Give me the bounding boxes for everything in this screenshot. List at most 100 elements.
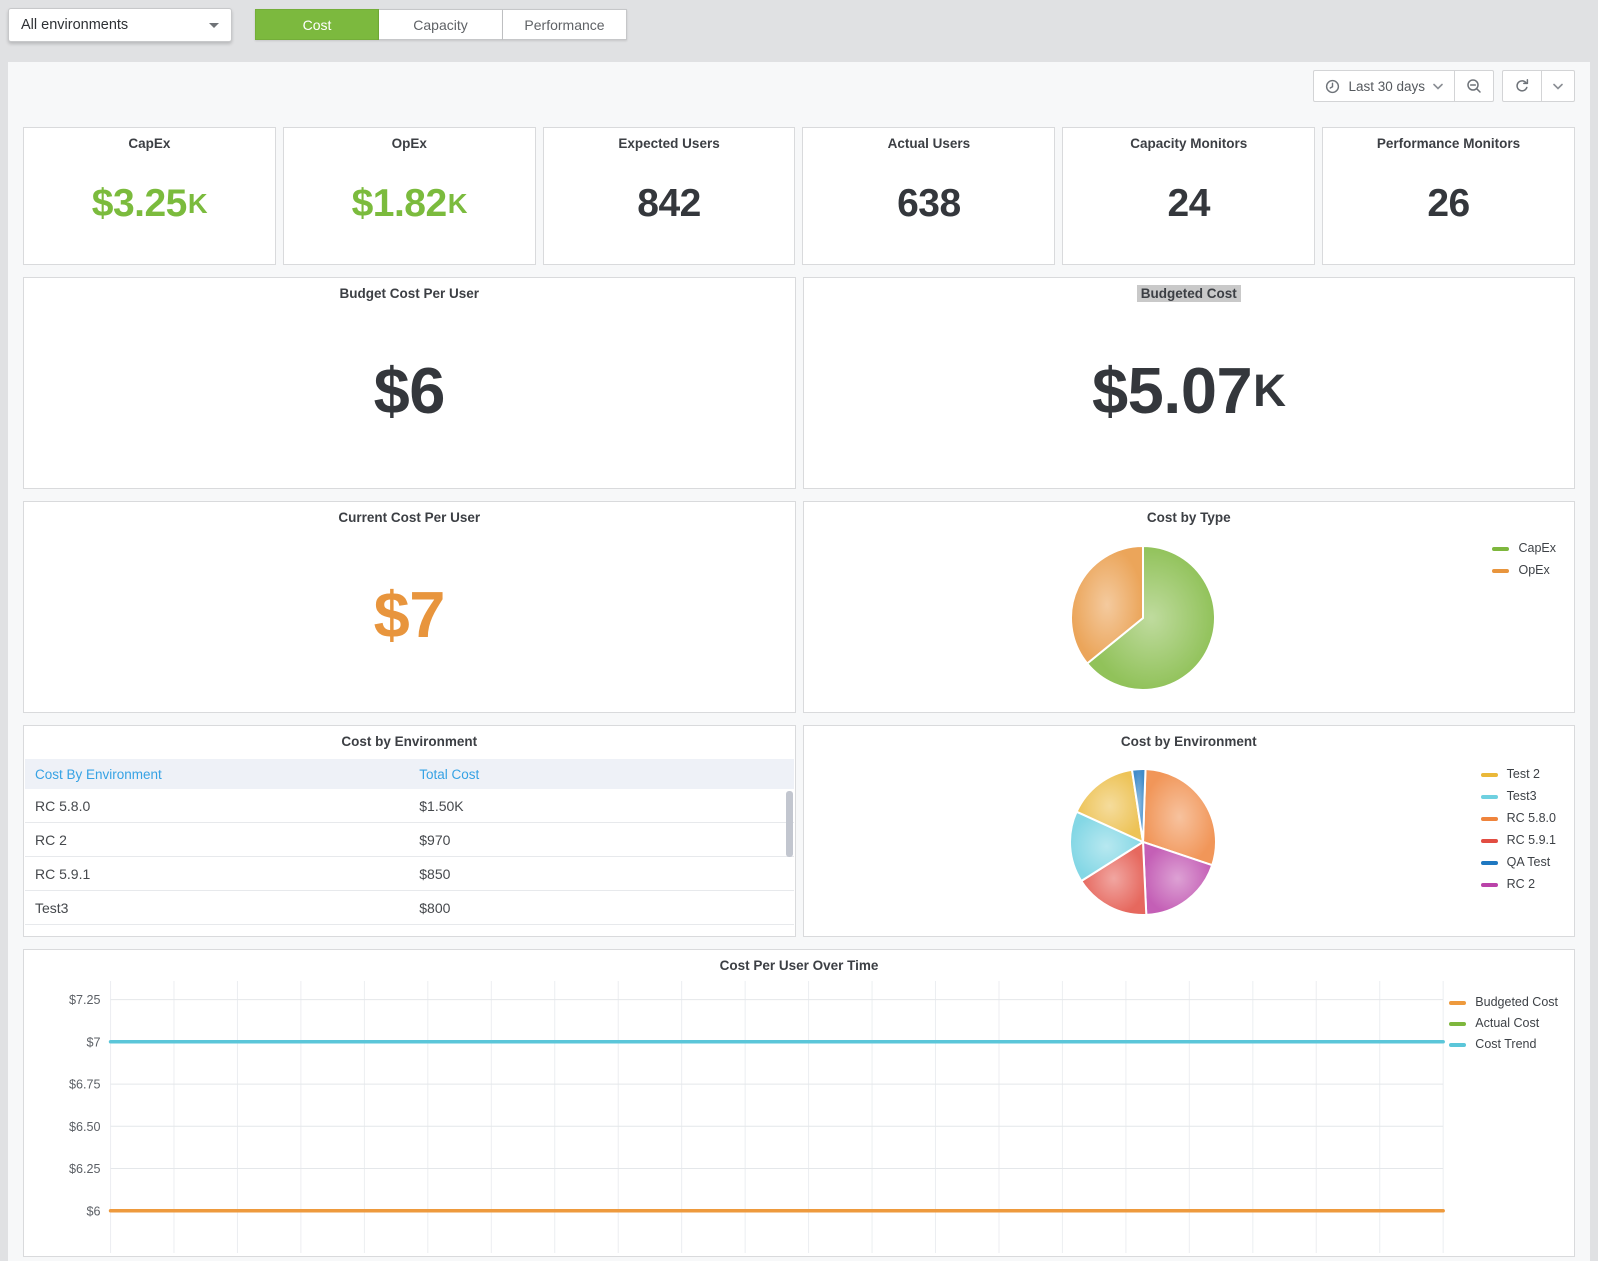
panel-title[interactable]: Cost by Environment [1120,734,1257,749]
chart-legend: Budgeted Cost Actual Cost Cost Trend [1449,996,1558,1051]
stat-value: $1.82 K [351,181,468,225]
table-row: Test3 $800 [25,891,794,925]
svg-text:$7: $7 [86,1035,100,1049]
table-cell-total-cost: $970 [419,831,451,848]
legend-swatch [1492,546,1510,551]
legend-label: Budgeted Cost [1475,995,1558,1009]
legend-item-budgeted-cost[interactable]: Budgeted Cost [1449,996,1558,1009]
row-budget: Budget Cost Per User $6 Budgeted Cost $5… [23,277,1575,489]
stat-panel-capacity-monitors: Capacity Monitors 24 [1062,127,1316,265]
legend-swatch [1449,1042,1467,1047]
panel-title[interactable]: Cost by Type [1146,510,1231,525]
panel-title[interactable]: Cost Per User Over Time [719,958,879,973]
panel-title[interactable]: Budget Cost Per User [339,286,480,301]
stat-value: $7 [373,578,446,651]
time-toolbar: Last 30 days [23,70,1575,102]
legend-swatch [1449,1000,1467,1005]
refresh-icon [1514,78,1530,94]
table-row: RC 2 $970 [25,823,794,857]
stat-panel-opex: OpEx $1.82 K [282,127,536,265]
environment-select-value: All environments [21,17,129,33]
legend-item-test3[interactable]: Test3 [1480,789,1556,803]
tab-capacity[interactable]: Capacity [379,9,503,40]
panel-current-cost-per-user: Current Cost Per User $7 [23,501,796,713]
pie-chart-area: Test 2 Test3 RC 5.8.0 RC 5.9.1 QA Test R… [804,752,1575,932]
table-row: RC 5.9.1 $850 [25,857,794,891]
panel-title[interactable]: Capacity Monitors [1130,136,1248,151]
cost-table: Cost By Environment Total Cost RC 5.8.0 … [25,759,794,925]
panel-title[interactable]: Performance Monitors [1376,136,1521,151]
refresh-button[interactable] [1503,71,1541,101]
table-scrollbar [785,791,793,936]
panel-title[interactable]: Actual Users [887,136,971,151]
legend-item-test-2[interactable]: Test 2 [1480,768,1556,781]
legend-item-cost-trend[interactable]: Cost Trend [1449,1038,1558,1051]
panel-cost-by-environment-table: Cost by Environment Cost By Environment … [23,725,796,937]
panel-title[interactable]: OpEx [391,136,427,151]
legend-label: RC 5.9.1 [1506,833,1556,847]
legend-item-qa-test[interactable]: QA Test [1480,855,1556,869]
tab-cost[interactable]: Cost [255,9,379,40]
pie-chart-area: CapEx OpEx [804,528,1575,708]
legend-swatch [1480,772,1498,777]
table-cell-environment: Test3 [35,899,69,916]
table-scrollbar-thumb[interactable] [785,791,793,857]
row-cost-by-environment: Cost by Environment Cost By Environment … [23,725,1575,937]
table-cell-total-cost: $850 [419,865,451,882]
dashboard: Last 30 days [8,62,1590,1261]
cost-by-type-pie-chart [1069,545,1216,691]
chevron-down-icon [1553,83,1563,90]
view-tabs: Cost Capacity Performance [255,9,627,40]
legend-item-rc-591[interactable]: RC 5.9.1 [1480,833,1556,847]
stat-value: $3.25 K [91,181,208,225]
table-cell-total-cost: $1.50K [419,797,464,814]
panel-title[interactable]: Budgeted Cost [804,278,1575,303]
legend-label: OpEx [1518,563,1550,577]
table-header-total-cost[interactable]: Total Cost [419,766,480,782]
zoom-out-button[interactable] [1454,71,1493,101]
legend-swatch [1480,838,1498,843]
legend-label: QA Test [1506,855,1551,869]
panel-budgeted-cost: Budgeted Cost $5.07 K [802,277,1575,489]
time-range-label: Last 30 days [1348,78,1425,94]
legend-item-rc-2[interactable]: RC 2 [1480,877,1556,891]
table-cell-environment: RC 5.8.0 [35,797,91,814]
panel-budget-cost-per-user: Budget Cost Per User $6 [23,277,796,489]
legend-swatch [1480,794,1498,799]
legend-item-capex[interactable]: CapEx [1492,542,1556,555]
panel-title[interactable]: Current Cost Per User [338,510,481,525]
top-toolbar: All environments Cost Capacity Performan… [0,0,1598,54]
clock-icon [1325,79,1340,94]
stat-value: 24 [1167,181,1211,225]
table-cell-environment: RC 2 [35,831,67,848]
stat-value: $6 [373,354,446,427]
row-current-cost: Current Cost Per User $7 Cost by Type Ca… [23,501,1575,713]
chart-legend: CapEx OpEx [1492,542,1556,577]
refresh-interval-dropdown[interactable] [1541,71,1574,101]
svg-text:$6.75: $6.75 [69,1078,100,1092]
time-range-group: Last 30 days [1313,70,1494,102]
svg-text:$6: $6 [86,1204,100,1218]
legend-label: Test3 [1506,789,1537,803]
chevron-down-icon [1433,83,1443,90]
legend-label: Cost Trend [1475,1037,1537,1051]
table-header-environment[interactable]: Cost By Environment [35,766,162,782]
table-row: RC 5.8.0 $1.50K [25,789,794,823]
stat-panel-actual-users: Actual Users 638 [802,127,1056,265]
cost-by-environment-pie-chart [1068,767,1217,916]
legend-label: Actual Cost [1475,1016,1540,1030]
legend-label: CapEx [1518,541,1556,555]
panel-title[interactable]: Cost by Environment [341,734,478,749]
legend-label: RC 2 [1506,877,1536,891]
panel-title[interactable]: CapEx [128,136,171,151]
legend-item-opex[interactable]: OpEx [1492,564,1556,577]
time-range-button[interactable]: Last 30 days [1314,71,1454,101]
panel-title[interactable]: Expected Users [618,136,720,151]
tab-performance[interactable]: Performance [503,9,627,40]
stat-value: 842 [637,181,701,225]
legend-item-rc-580[interactable]: RC 5.8.0 [1480,812,1556,825]
environment-select[interactable]: All environments [8,8,232,42]
stat-value: 638 [897,181,961,225]
legend-item-actual-cost[interactable]: Actual Cost [1449,1017,1558,1030]
table-header-row: Cost By Environment Total Cost [25,759,794,789]
